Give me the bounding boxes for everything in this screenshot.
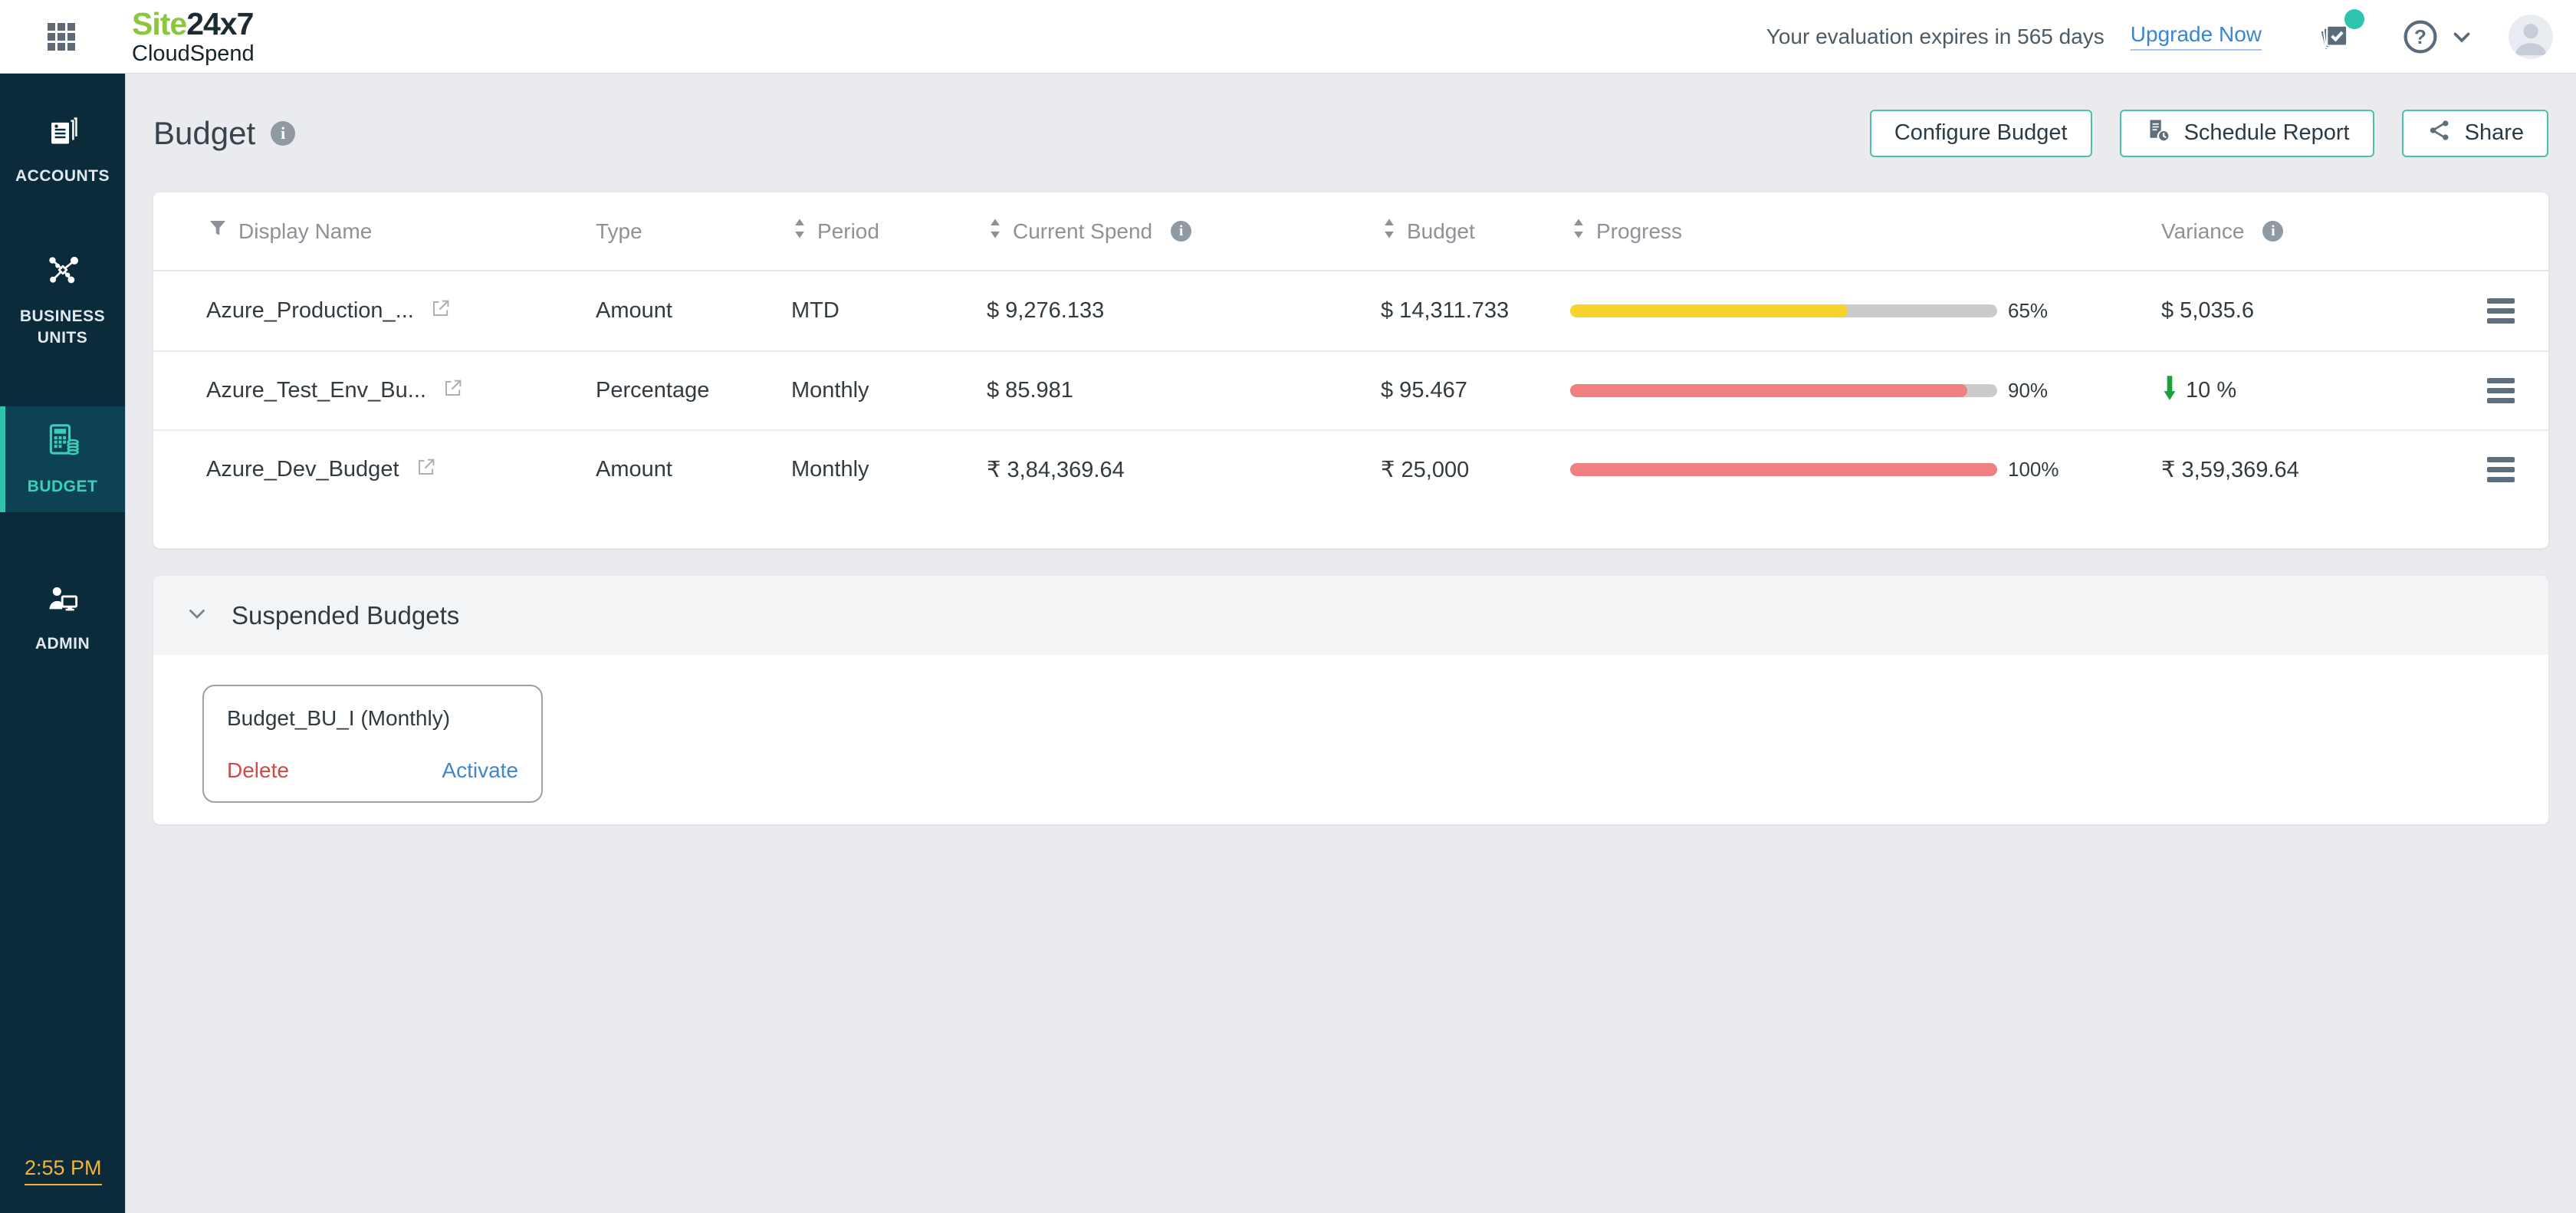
sidebar-item-label: ACCOUNTS (15, 166, 110, 185)
svg-text:?: ? (2414, 25, 2426, 48)
table-row: Azure_Dev_Budget Amount Monthly ₹ 3,84,3… (153, 429, 2548, 508)
activate-link[interactable]: Activate (442, 758, 518, 782)
brand-logo: Site24x7 CloudSpend (132, 8, 255, 65)
clock-text[interactable]: 2:55 PM (25, 1156, 102, 1185)
external-link-icon[interactable] (429, 297, 452, 326)
main-content: Budget i Configure Budget Schedule Repor… (126, 74, 2576, 1213)
suspended-budget-card: Budget_BU_I (Monthly) Delete Activate (202, 685, 543, 803)
budget-amount: ₹ 25,000 (1381, 458, 1470, 482)
page-title: Budget (153, 114, 256, 151)
notifications-icon[interactable] (2315, 8, 2364, 57)
filter-icon[interactable] (206, 217, 229, 245)
variance-info-icon[interactable]: i (2262, 221, 2284, 242)
sidebar-item-budget[interactable]: BUDGET (0, 406, 125, 512)
budget-period: MTD (791, 298, 840, 323)
progress-bar (1570, 304, 1997, 317)
row-menu-icon[interactable] (2484, 454, 2518, 485)
sidebar-item-admin[interactable]: ADMIN (0, 567, 125, 669)
budget-current-spend: ₹ 3,84,369.64 (987, 458, 1125, 482)
budget-type: Amount (596, 298, 672, 323)
table-body: Azure_Production_... Amount MTD $ 9,276.… (153, 271, 2548, 508)
suspended-budgets-section: Suspended Budgets Budget_BU_I (Monthly) … (153, 576, 2548, 824)
progress-percent: 65% (2008, 299, 2049, 322)
table-header: Display Name Type Period Current Spend i… (153, 192, 2548, 271)
progress-percent: 100% (2008, 458, 2059, 481)
progress-percent: 90% (2008, 379, 2049, 402)
schedule-report-icon (2144, 117, 2172, 150)
help-icon[interactable]: ? (2401, 18, 2440, 56)
delete-link[interactable]: Delete (227, 758, 289, 782)
upgrade-now-link[interactable]: Upgrade Now (2130, 22, 2262, 51)
budget-name-link[interactable]: Azure_Dev_Budget (206, 457, 399, 482)
table-row: Azure_Test_Env_Bu... Percentage Monthly … (153, 350, 2548, 429)
sidebar-item-business-units[interactable]: BUSINESS UNITS (0, 235, 125, 365)
row-menu-icon[interactable] (2484, 375, 2518, 406)
sidebar-item-label: BUSINESS UNITS (19, 307, 106, 347)
apps-grid-icon[interactable] (48, 22, 75, 51)
suspended-budgets-title: Suspended Budgets (232, 600, 460, 630)
variance-value: $ 5,035.6 (2161, 298, 2254, 323)
budget-table: Display Name Type Period Current Spend i… (153, 192, 2548, 548)
schedule-report-label: Schedule Report (2183, 120, 2350, 145)
column-current-spend[interactable]: Current Spend (1013, 219, 1153, 243)
progress-bar (1570, 384, 1997, 397)
budget-period: Monthly (791, 457, 869, 482)
row-menu-icon[interactable] (2484, 295, 2518, 327)
share-label: Share (2464, 120, 2524, 145)
budget-name-link[interactable]: Azure_Test_Env_Bu... (206, 378, 426, 403)
notification-badge (2344, 8, 2364, 29)
suspended-budgets-header[interactable]: Suspended Budgets (153, 576, 2548, 655)
column-display-name: Display Name (238, 219, 373, 243)
column-period[interactable]: Period (817, 219, 879, 243)
budget-type: Percentage (596, 378, 710, 403)
admin-icon (45, 581, 80, 621)
brand-24x7: 24x7 (186, 5, 254, 41)
sidebar-item-label: ADMIN (34, 634, 90, 653)
evaluation-expiry-text: Your evaluation expires in 565 days (1766, 24, 2104, 48)
column-budget[interactable]: Budget (1407, 219, 1475, 243)
chevron-down-icon[interactable] (2449, 24, 2475, 50)
external-link-icon[interactable] (415, 455, 438, 485)
configure-budget-button[interactable]: Configure Budget (1869, 109, 2092, 157)
current-spend-info-icon[interactable]: i (1171, 221, 1192, 242)
progress-bar (1570, 463, 1997, 476)
sort-icon[interactable] (1381, 216, 1398, 246)
share-button[interactable]: Share (2401, 109, 2548, 157)
suspended-budgets-body: Budget_BU_I (Monthly) Delete Activate (153, 655, 2548, 824)
sidebar: ACCOUNTS BUSINESS UNITS (0, 74, 126, 1213)
user-avatar[interactable] (2509, 14, 2553, 59)
accounts-icon (45, 113, 80, 153)
sort-icon[interactable] (987, 216, 1004, 246)
budget-amount: $ 14,311.733 (1381, 298, 1510, 323)
variance-down-arrow-icon (2161, 374, 2178, 408)
sidebar-item-accounts[interactable]: ACCOUNTS (0, 100, 125, 201)
sort-icon[interactable] (791, 216, 808, 246)
budget-current-spend: $ 85.981 (987, 378, 1073, 403)
top-header: Site24x7 CloudSpend Your evaluation expi… (0, 0, 2576, 74)
page-info-icon[interactable]: i (271, 120, 296, 146)
column-type: Type (596, 219, 642, 243)
external-link-icon[interactable] (442, 376, 465, 406)
business-units-icon (44, 251, 82, 294)
variance-value: ₹ 3,59,369.64 (2161, 458, 2299, 482)
schedule-report-button[interactable]: Schedule Report (2119, 109, 2374, 157)
budget-name-link[interactable]: Azure_Production_... (206, 298, 414, 323)
sort-icon[interactable] (1570, 216, 1587, 246)
share-icon (2426, 117, 2453, 150)
budget-icon (44, 421, 82, 464)
column-variance: Variance (2161, 219, 2245, 243)
budget-type: Amount (596, 457, 672, 482)
budget-amount: $ 95.467 (1381, 378, 1467, 403)
budget-period: Monthly (791, 378, 869, 403)
budget-current-spend: $ 9,276.133 (987, 298, 1105, 323)
sidebar-item-label: BUDGET (27, 477, 98, 495)
brand-site: Site (132, 5, 187, 41)
collapse-chevron-icon[interactable] (184, 600, 210, 630)
configure-budget-label: Configure Budget (1894, 120, 2068, 145)
brand-product: CloudSpend (132, 41, 255, 66)
variance-value: 10 % (2186, 378, 2237, 403)
suspended-budget-name: Budget_BU_I (Monthly) (227, 706, 451, 730)
table-row: Azure_Production_... Amount MTD $ 9,276.… (153, 271, 2548, 350)
column-progress[interactable]: Progress (1596, 219, 1683, 243)
